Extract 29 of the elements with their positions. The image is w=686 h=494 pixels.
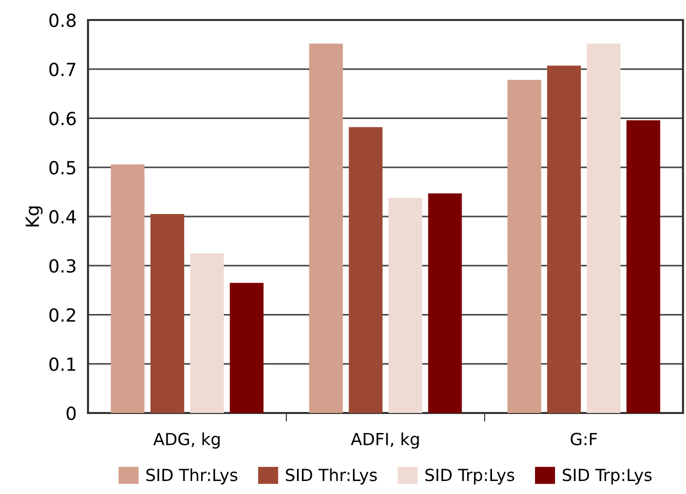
x-tick-label: ADFI, kg — [350, 432, 419, 449]
bar — [507, 80, 542, 413]
bar — [190, 253, 224, 413]
y-tick-label: 0.5 — [49, 160, 76, 174]
legend-label: SID Trp:Lys — [562, 468, 652, 484]
legend-label: SID Thr:Lys — [146, 468, 238, 484]
y-tick-label: 0.3 — [49, 259, 76, 273]
bar — [150, 214, 184, 413]
y-axis-title: Kg — [26, 206, 43, 226]
y-tick-label: 0.4 — [49, 210, 76, 224]
legend-label: SID Trp:Lys — [425, 468, 514, 484]
y-tick-label: 0.1 — [49, 357, 76, 371]
bar — [388, 198, 422, 413]
bar — [547, 66, 581, 413]
bar — [586, 44, 621, 413]
y-tick-label: 0.2 — [49, 308, 76, 322]
legend-label: SID Thr:Lys — [286, 468, 377, 484]
x-tick-label: ADG, kg — [153, 432, 220, 449]
y-tick-label: 0.7 — [49, 62, 76, 76]
y-tick-label: 0.6 — [49, 112, 76, 126]
y-tick-label: 0 — [66, 406, 76, 420]
bar — [230, 282, 264, 413]
y-tick-label: 0.8 — [49, 13, 76, 28]
bar — [309, 44, 343, 413]
bar — [110, 164, 145, 413]
bar — [428, 193, 462, 413]
bar — [348, 127, 383, 413]
bar — [626, 120, 660, 413]
x-tick-label: G:F — [570, 432, 597, 446]
